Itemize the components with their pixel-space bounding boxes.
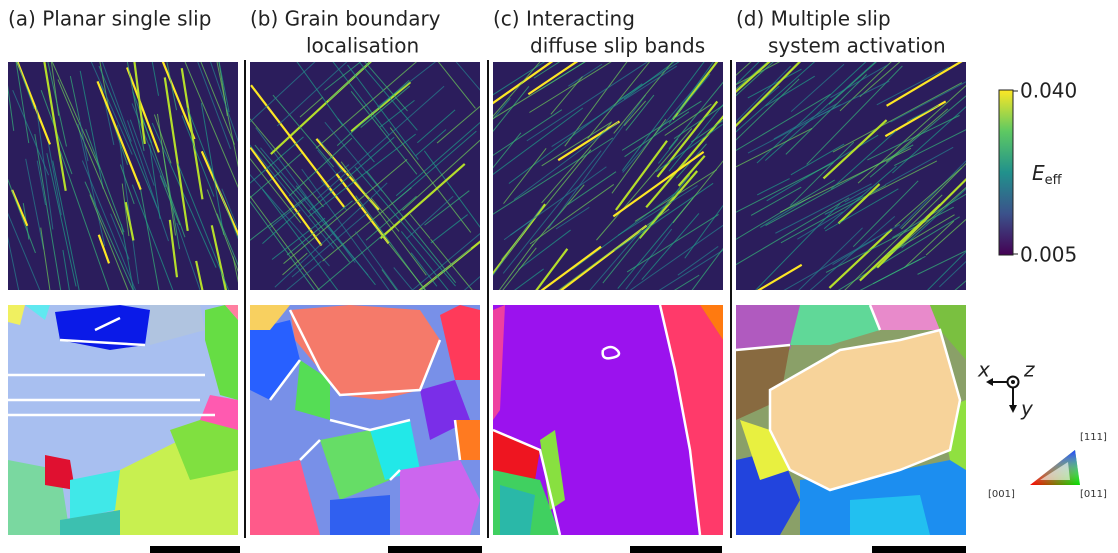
subscript: eff	[1045, 173, 1063, 188]
axis-z: z	[1023, 358, 1035, 382]
orientation-map	[493, 305, 723, 535]
axis-y: y	[1020, 397, 1034, 421]
ipf-label: [001]	[988, 489, 1015, 500]
figure: (a) Planar single slip (b) Grain boundar…	[0, 0, 1118, 553]
colorbar	[999, 90, 1013, 255]
panel-label: (c) Interacting	[493, 7, 635, 31]
panel-label: system activation	[768, 34, 946, 58]
ipf-label: [011]	[1080, 489, 1107, 500]
ipf-label: [111]	[1080, 432, 1107, 443]
orientation-map	[736, 305, 966, 535]
strain-map	[736, 62, 966, 290]
panel-label: localisation	[306, 34, 419, 58]
scale-bar	[388, 546, 482, 553]
orientation-map	[250, 305, 480, 535]
orientation-map	[8, 305, 238, 535]
scale-bar	[872, 546, 966, 553]
scale-bar	[150, 546, 240, 553]
strain-map	[8, 62, 238, 290]
panel-label: (d) Multiple slip	[736, 7, 891, 31]
axes-icon	[986, 377, 1019, 414]
symbol: E	[1032, 161, 1045, 185]
ipf-key	[1030, 450, 1080, 485]
panel-label: (b) Grain boundary	[250, 7, 441, 31]
axis-x: x	[977, 358, 990, 382]
panel-label: diffuse slip bands	[530, 34, 705, 58]
colorbar-max: 0.040	[1020, 79, 1077, 103]
colorbar-min: 0.005	[1020, 243, 1077, 267]
scale-bar	[630, 546, 722, 553]
panel-label: (a) Planar single slip	[8, 7, 211, 31]
colorbar-label: Eeff	[1032, 161, 1063, 188]
